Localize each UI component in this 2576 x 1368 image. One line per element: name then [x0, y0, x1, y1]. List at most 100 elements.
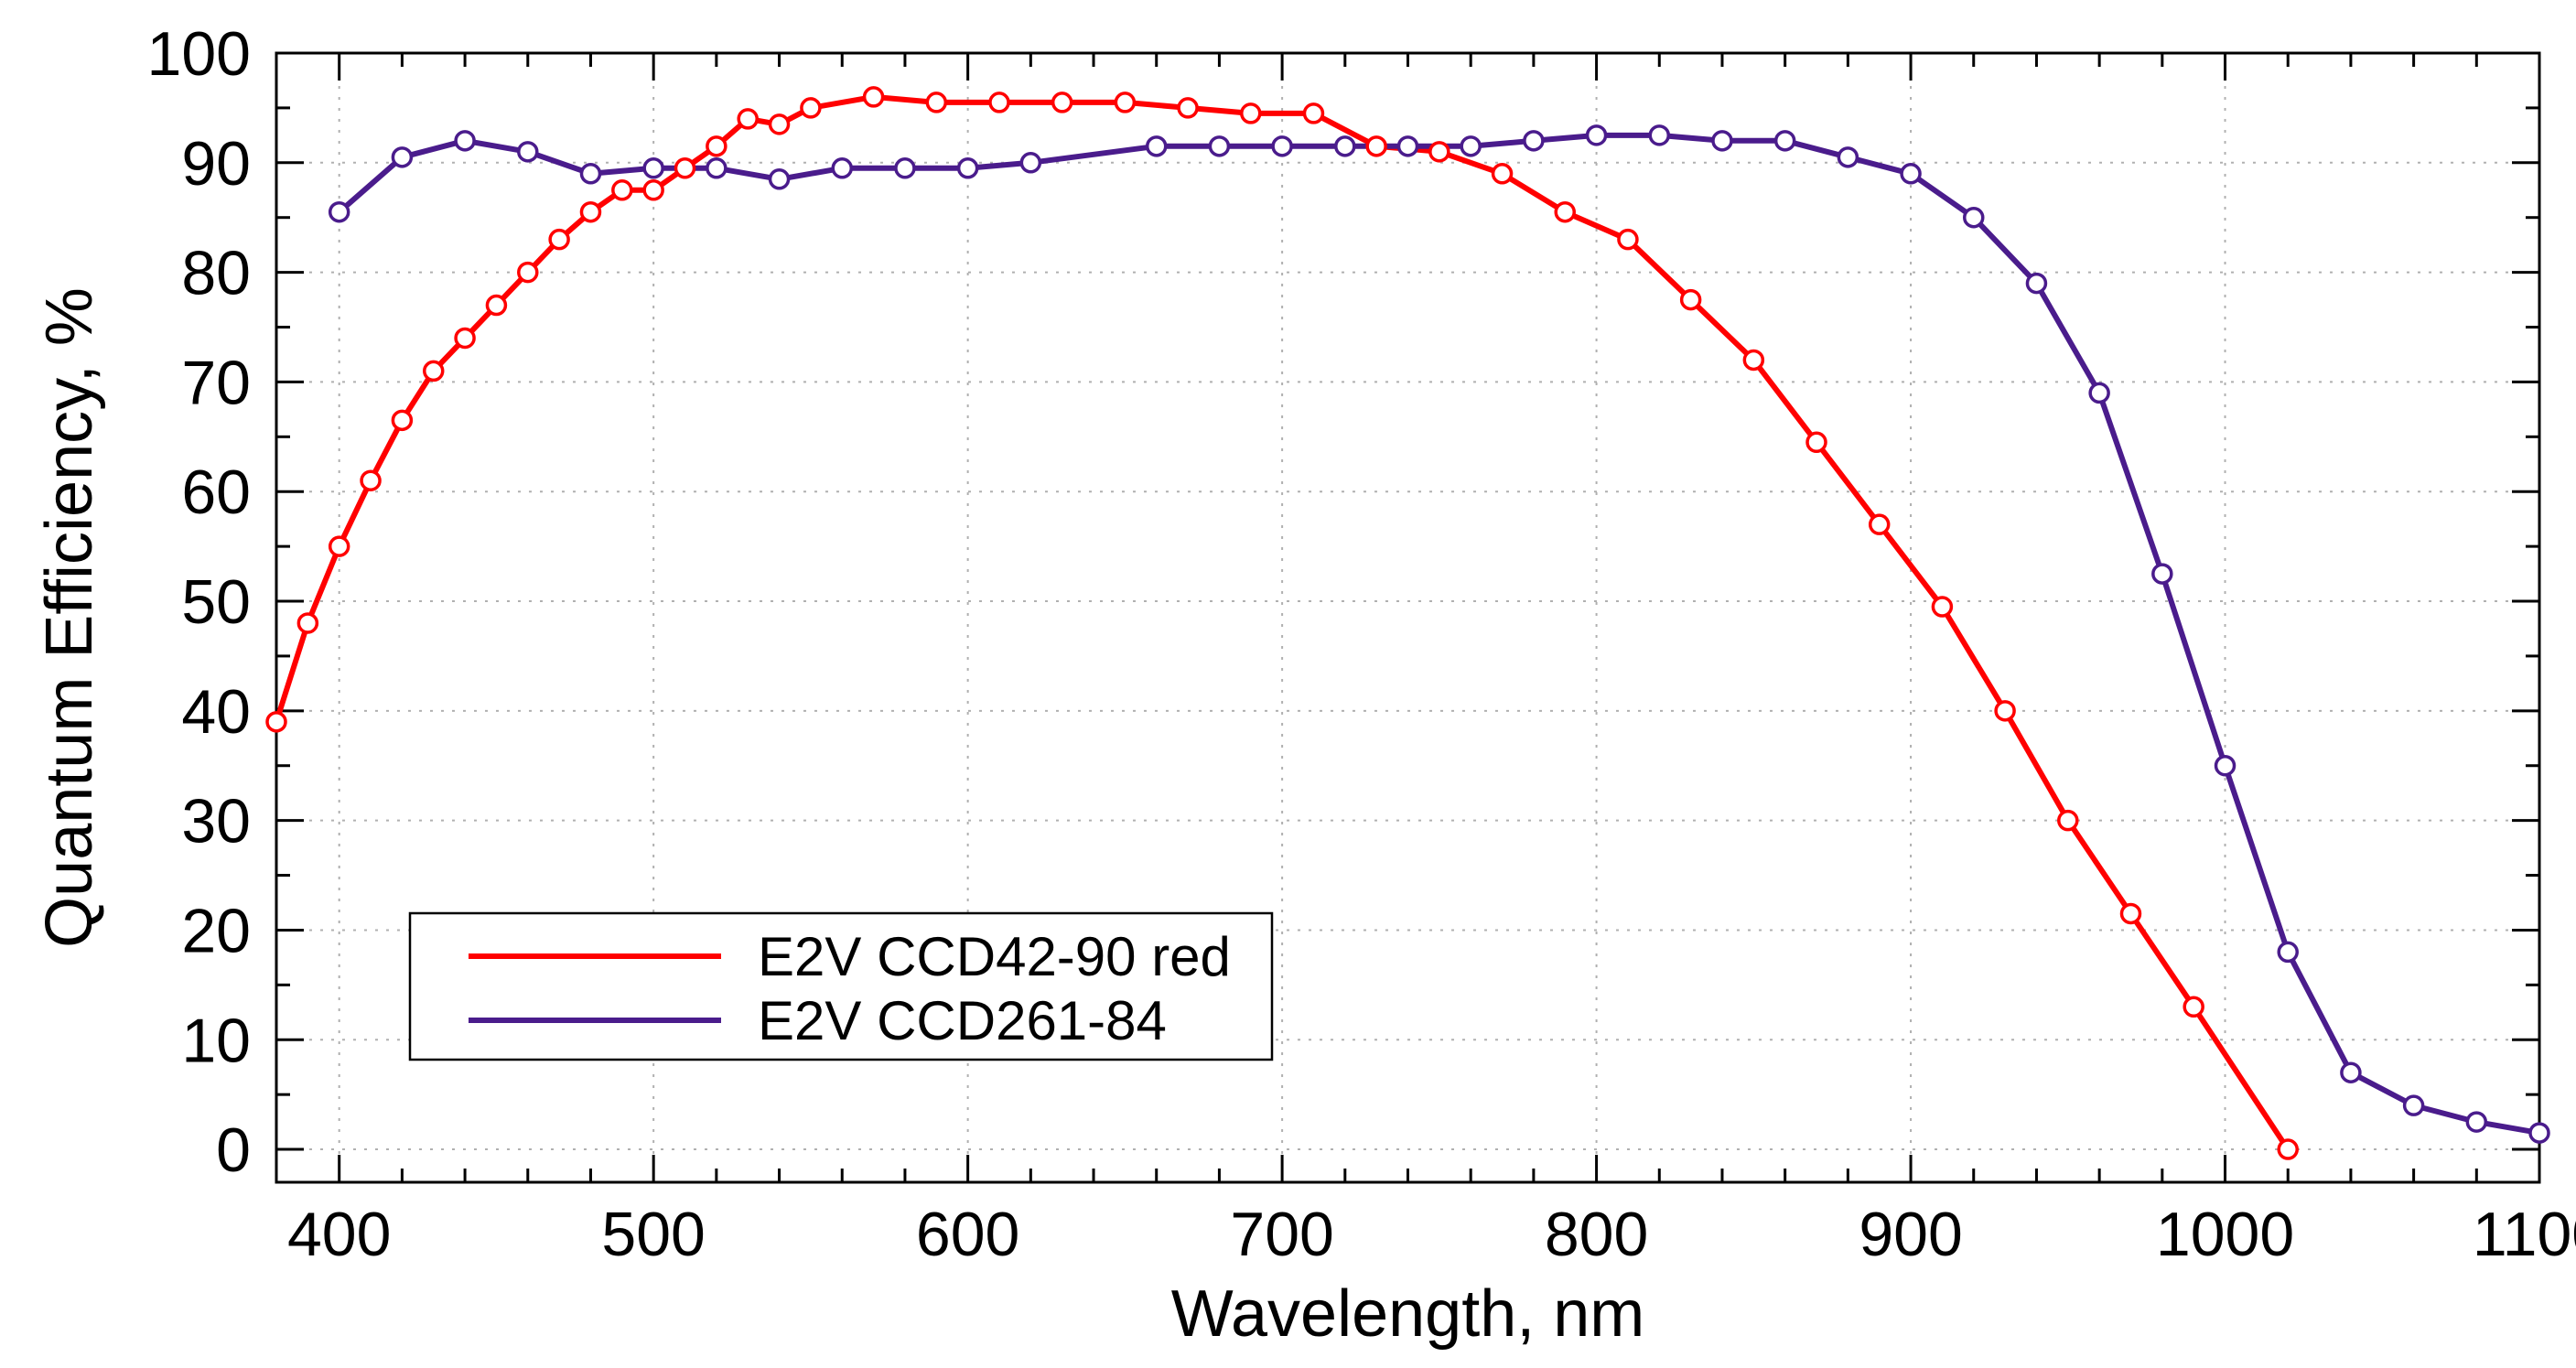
series-markers [265, 86, 2550, 1160]
series-1-point [2277, 941, 2299, 964]
series-0-point [517, 261, 539, 284]
series-1-point [1460, 135, 1482, 157]
series-1-point [391, 146, 414, 168]
x-tick-label: 600 [916, 1200, 1019, 1269]
series-0-point [485, 294, 508, 317]
series-0-point [391, 409, 414, 432]
series-1-point [2340, 1061, 2362, 1083]
series-0-point [862, 86, 885, 108]
series-1-point [2402, 1094, 2425, 1116]
axes [275, 51, 2541, 1184]
y-tick-label: 90 [181, 129, 251, 199]
series-1-point [328, 200, 350, 223]
legend-box [408, 911, 1274, 1061]
series-1-point [894, 157, 916, 179]
series-1-point [1271, 135, 1293, 157]
series-0-point [2277, 1138, 2299, 1160]
y-tick-label: 40 [181, 677, 251, 747]
series-1-point [1963, 206, 1985, 229]
series-0-point [674, 157, 696, 179]
series-0-point [1302, 102, 1325, 124]
series-1-point [454, 130, 476, 152]
series-0-point [1114, 92, 1137, 113]
series-1-point [1773, 130, 1796, 152]
series-1-point [1837, 146, 1859, 168]
series-1-point [2214, 754, 2236, 777]
y-tick-label: 30 [181, 787, 251, 856]
series-0-point [1428, 141, 1450, 163]
y-tick-label: 70 [181, 348, 251, 417]
series-1-point [1145, 135, 1168, 157]
series-1-point [1711, 130, 1733, 152]
series-0-point [611, 179, 633, 201]
x-tick-label: 700 [1230, 1200, 1333, 1269]
series-0-point [1742, 349, 1765, 372]
series-0-point [1051, 92, 1073, 113]
series-1-point [1523, 130, 1545, 152]
y-tick-label: 80 [181, 239, 251, 308]
series-0-point [1617, 228, 1639, 251]
series-1-point [768, 168, 791, 190]
y-tick-label: 50 [181, 567, 251, 637]
series-1-point [2151, 563, 2173, 585]
series-0-point [1177, 97, 1199, 119]
series-1-point [579, 163, 602, 185]
series-1-point [2465, 1111, 2488, 1133]
series-1-point [2025, 272, 2048, 295]
series-1-point [2528, 1122, 2550, 1144]
series-0-point [1994, 700, 2016, 722]
series-0-point [1491, 163, 1514, 185]
series-0-point [422, 360, 445, 382]
series-0-point [2057, 809, 2079, 832]
y-tick-label: 100 [147, 19, 251, 89]
series-0-point [1931, 596, 1954, 618]
series-0-point [737, 108, 759, 130]
y-axis-title: Quantum Efficiency, % [33, 287, 106, 948]
y-tick-label: 60 [181, 458, 251, 527]
series-0-point [296, 612, 319, 634]
series-0-point [925, 92, 948, 113]
series-0-point [1679, 288, 1702, 311]
series-1-point [1208, 135, 1231, 157]
y-tick-label: 0 [216, 1115, 251, 1185]
series-0-point [548, 228, 570, 251]
series-0-point [800, 97, 822, 119]
x-tick-label: 1000 [2156, 1200, 2294, 1269]
series-0-point [1868, 513, 1891, 535]
x-tick-label: 500 [601, 1200, 705, 1269]
series-0-point [706, 135, 728, 157]
series-0-point [1554, 200, 1576, 223]
series-0-point [1240, 102, 1262, 124]
series-0-point [1805, 431, 1827, 454]
series-1-point [831, 157, 853, 179]
series-0-point [265, 711, 287, 733]
y-tick-label: 20 [181, 896, 251, 965]
series-1-point [642, 157, 664, 179]
series-1-point [517, 141, 539, 163]
series-0-point [988, 92, 1010, 113]
legend-label-1: E2V CCD261-84 [758, 990, 1167, 1051]
series-1-point [1648, 124, 1671, 146]
series-1-point [1900, 163, 1922, 185]
series-0-point [328, 535, 350, 557]
series-1-point [1396, 135, 1419, 157]
series-0-point [642, 179, 664, 201]
series-0-point [579, 200, 602, 223]
x-axis-title: Wavelength, nm [1171, 1277, 1645, 1351]
series-1-point [1019, 152, 1042, 174]
x-tick-label: 400 [287, 1200, 391, 1269]
series-1-point [706, 157, 728, 179]
series-1-point [1585, 124, 1608, 146]
legend-label-0: E2V CCD42-90 red [758, 926, 1231, 987]
x-tick-label: 900 [1859, 1200, 1962, 1269]
y-tick-label: 10 [181, 1006, 251, 1075]
series-1-point [2088, 382, 2110, 404]
series-0-point [454, 327, 476, 350]
series-0-point [360, 469, 382, 491]
series-0-point [1365, 135, 1387, 157]
